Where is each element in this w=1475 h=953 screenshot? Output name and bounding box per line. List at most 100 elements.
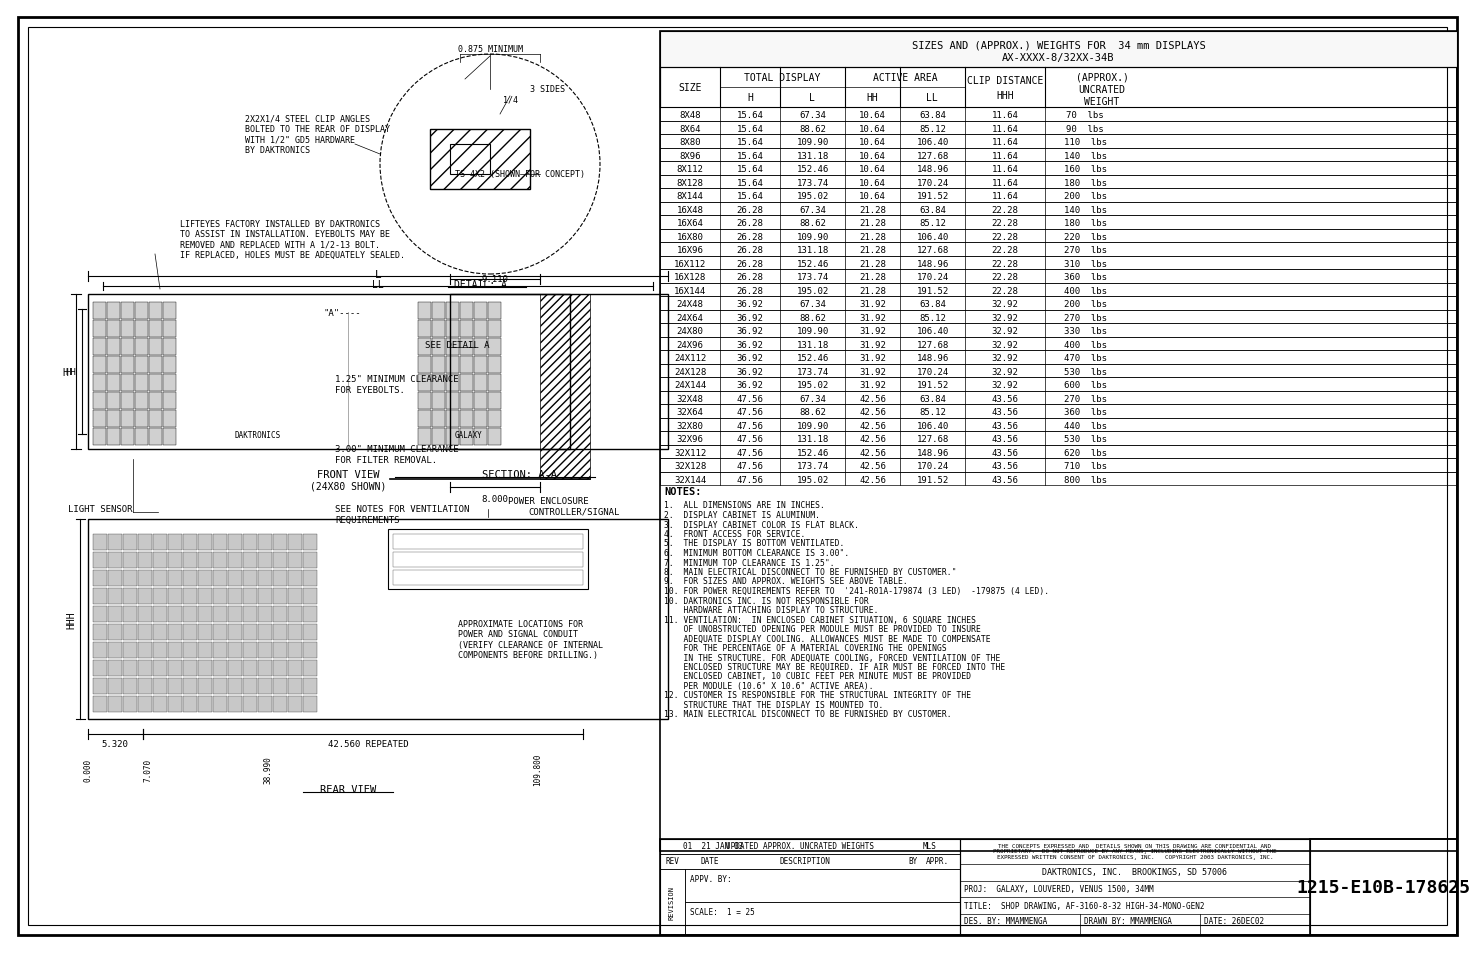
Text: 15.64: 15.64 xyxy=(736,152,764,161)
Bar xyxy=(473,320,487,337)
Text: 11.64: 11.64 xyxy=(991,152,1018,161)
Bar xyxy=(960,840,1310,935)
Text: 32.92: 32.92 xyxy=(991,381,1018,390)
Bar xyxy=(121,393,134,410)
Text: 109.90: 109.90 xyxy=(796,138,829,147)
Bar xyxy=(136,338,148,355)
Text: 8X144: 8X144 xyxy=(677,193,704,201)
Bar xyxy=(93,697,108,712)
Bar xyxy=(93,429,106,446)
Bar xyxy=(445,338,459,355)
Bar xyxy=(243,571,257,586)
Bar xyxy=(243,553,257,568)
Text: 360  lbs: 360 lbs xyxy=(1063,273,1106,282)
Text: 32X112: 32X112 xyxy=(674,448,707,457)
Bar xyxy=(392,571,583,585)
Text: 109.90: 109.90 xyxy=(796,421,829,431)
Text: 32.92: 32.92 xyxy=(991,367,1018,376)
Text: 43.56: 43.56 xyxy=(991,408,1018,416)
Bar xyxy=(121,356,134,374)
Text: TS 4X2 (SHOWN FOR CONCEPT): TS 4X2 (SHOWN FOR CONCEPT) xyxy=(454,171,586,179)
Text: DAKTRONICS, INC.  BROOKINGS, SD 57006: DAKTRONICS, INC. BROOKINGS, SD 57006 xyxy=(1043,867,1227,877)
Text: 8X96: 8X96 xyxy=(680,152,701,161)
Bar xyxy=(88,294,668,450)
Text: 36.92: 36.92 xyxy=(736,354,764,363)
Text: 42.560 REPEATED: 42.560 REPEATED xyxy=(327,740,409,749)
Bar xyxy=(121,338,134,355)
Text: 440  lbs: 440 lbs xyxy=(1063,421,1106,431)
Text: CLIP DISTANCE: CLIP DISTANCE xyxy=(966,76,1043,86)
Bar xyxy=(659,405,1457,418)
Bar xyxy=(212,588,227,604)
Text: 38.990: 38.990 xyxy=(264,756,273,783)
Text: 24X96: 24X96 xyxy=(677,340,704,350)
Text: 22.28: 22.28 xyxy=(991,273,1018,282)
Text: 310  lbs: 310 lbs xyxy=(1063,259,1106,269)
Text: 85.12: 85.12 xyxy=(919,125,945,133)
Text: 36.92: 36.92 xyxy=(736,300,764,309)
Text: 9.  FOR SIZES AND APPROX. WEIGHTS SEE ABOVE TABLE.: 9. FOR SIZES AND APPROX. WEIGHTS SEE ABO… xyxy=(664,577,907,586)
Text: 1.25" MINIMUM CLEARANCE
FOR EYEBOLTS.: 1.25" MINIMUM CLEARANCE FOR EYEBOLTS. xyxy=(335,375,459,395)
Bar xyxy=(93,606,108,622)
Text: 270  lbs: 270 lbs xyxy=(1063,395,1106,403)
Bar xyxy=(122,571,137,586)
Text: AX-XXXX-8/32XX-34B: AX-XXXX-8/32XX-34B xyxy=(1002,53,1115,63)
Text: 16X144: 16X144 xyxy=(674,287,707,295)
Bar xyxy=(149,393,162,410)
Text: 109.90: 109.90 xyxy=(796,327,829,335)
Text: 22.28: 22.28 xyxy=(991,206,1018,214)
Bar xyxy=(659,869,684,935)
Bar xyxy=(93,571,108,586)
Bar xyxy=(198,535,212,551)
Text: SEE NOTES FOR VENTILATION
REQUIREMENTS: SEE NOTES FOR VENTILATION REQUIREMENTS xyxy=(335,505,469,524)
Bar xyxy=(432,429,445,446)
Bar xyxy=(273,606,288,622)
Text: 9.110: 9.110 xyxy=(481,275,509,284)
Text: 47.56: 47.56 xyxy=(736,462,764,471)
Bar xyxy=(258,642,271,659)
Text: 220  lbs: 220 lbs xyxy=(1063,233,1106,241)
Text: 36.92: 36.92 xyxy=(736,367,764,376)
Bar xyxy=(212,571,227,586)
Text: DATE: DATE xyxy=(701,857,720,865)
Text: 131.18: 131.18 xyxy=(796,152,829,161)
Bar xyxy=(212,535,227,551)
Bar xyxy=(93,303,106,319)
Bar xyxy=(431,130,530,190)
Text: H: H xyxy=(62,367,68,377)
Text: 270  lbs: 270 lbs xyxy=(1063,246,1106,255)
Bar xyxy=(121,375,134,392)
Text: 21.28: 21.28 xyxy=(858,246,886,255)
Bar xyxy=(417,338,431,355)
Text: 10.64: 10.64 xyxy=(858,152,886,161)
Bar xyxy=(164,429,176,446)
Bar xyxy=(212,642,227,659)
Text: 47.56: 47.56 xyxy=(736,395,764,403)
Text: 170.24: 170.24 xyxy=(916,462,948,471)
Text: 11.64: 11.64 xyxy=(991,125,1018,133)
Bar xyxy=(122,697,137,712)
Text: 1215-E10B-178625: 1215-E10B-178625 xyxy=(1297,878,1471,896)
Bar xyxy=(473,375,487,392)
Bar xyxy=(273,697,288,712)
Bar xyxy=(659,472,1457,485)
Text: 32.92: 32.92 xyxy=(991,327,1018,335)
Bar xyxy=(659,364,1457,377)
Bar xyxy=(659,840,1457,935)
Text: 32X80: 32X80 xyxy=(677,421,704,431)
Bar xyxy=(136,320,148,337)
Bar xyxy=(229,624,242,640)
Bar xyxy=(229,553,242,568)
Bar xyxy=(488,411,502,428)
Bar xyxy=(108,393,119,410)
Bar xyxy=(139,679,152,695)
Text: PROJ:  GALAXY, LOUVERED, VENUS 1500, 34MM: PROJ: GALAXY, LOUVERED, VENUS 1500, 34MM xyxy=(965,884,1153,894)
Bar xyxy=(88,519,668,720)
Text: 42.56: 42.56 xyxy=(858,462,886,471)
Text: 36.92: 36.92 xyxy=(736,381,764,390)
Bar xyxy=(183,553,198,568)
Text: 43.56: 43.56 xyxy=(991,435,1018,444)
Text: 8X64: 8X64 xyxy=(680,125,701,133)
Bar xyxy=(243,606,257,622)
Text: TITLE:  SHOP DRAWING, AF-3160-8-32 HIGH-34-MONO-GEN2: TITLE: SHOP DRAWING, AF-3160-8-32 HIGH-3… xyxy=(965,902,1205,910)
